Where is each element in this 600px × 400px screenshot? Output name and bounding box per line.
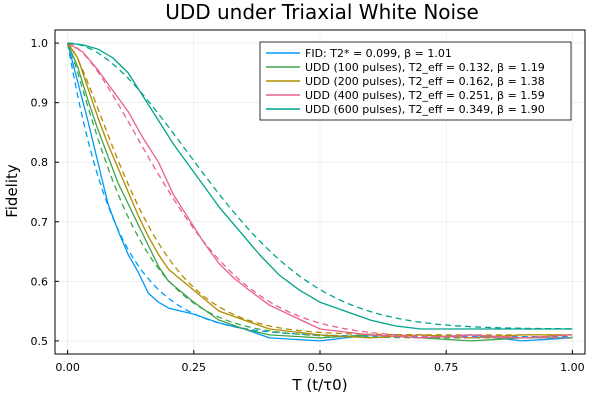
y-tick-label: 0.6: [31, 275, 49, 288]
y-tick-label: 0.5: [31, 335, 49, 348]
series-layer: [66, 42, 573, 342]
y-tick-label: 0.8: [31, 156, 49, 169]
legend-box: [259, 41, 572, 121]
legend-label-1: FID: T2* = 0.099, β = 1.01: [305, 47, 452, 60]
x-tick-label: 0.25: [182, 361, 207, 374]
y-tick-label: 1.0: [31, 37, 49, 50]
series-line-5: [67, 42, 573, 330]
legend-label-3: UDD (200 pulses), T2_eff = 0.162, β = 1.…: [305, 75, 545, 88]
series-fit-3: [67, 42, 573, 336]
legend-label-4: UDD (400 pulses), T2_eff = 0.251, β = 1.…: [305, 89, 545, 102]
x-tick-label: 1.00: [560, 361, 585, 374]
legend-label-5: UDD (600 pulses), T2_eff = 0.349, β = 1.…: [305, 103, 545, 116]
x-axis-label: T (t/τ0): [291, 376, 347, 394]
legend-label-2: UDD (100 pulses), T2_eff = 0.132, β = 1.…: [305, 61, 545, 74]
series-fit-2: [66, 42, 573, 339]
series-line-4: [67, 42, 573, 339]
tick-labels: 0.00 0.25 0.50 0.75 1.00 0.5 0.6 0.7 0.8 0.9 1.0: [31, 37, 585, 374]
chart-title: UDD under Triaxial White Noise: [165, 0, 479, 24]
y-tick-label: 0.7: [31, 216, 49, 229]
x-tick-label: 0.50: [308, 361, 333, 374]
x-tick-label: 0.75: [434, 361, 459, 374]
x-tick-label: 0.00: [55, 361, 80, 374]
y-axis-label: Fidelity: [3, 164, 21, 218]
series-fit-5: [67, 42, 573, 330]
y-tick-label: 0.9: [31, 97, 49, 110]
